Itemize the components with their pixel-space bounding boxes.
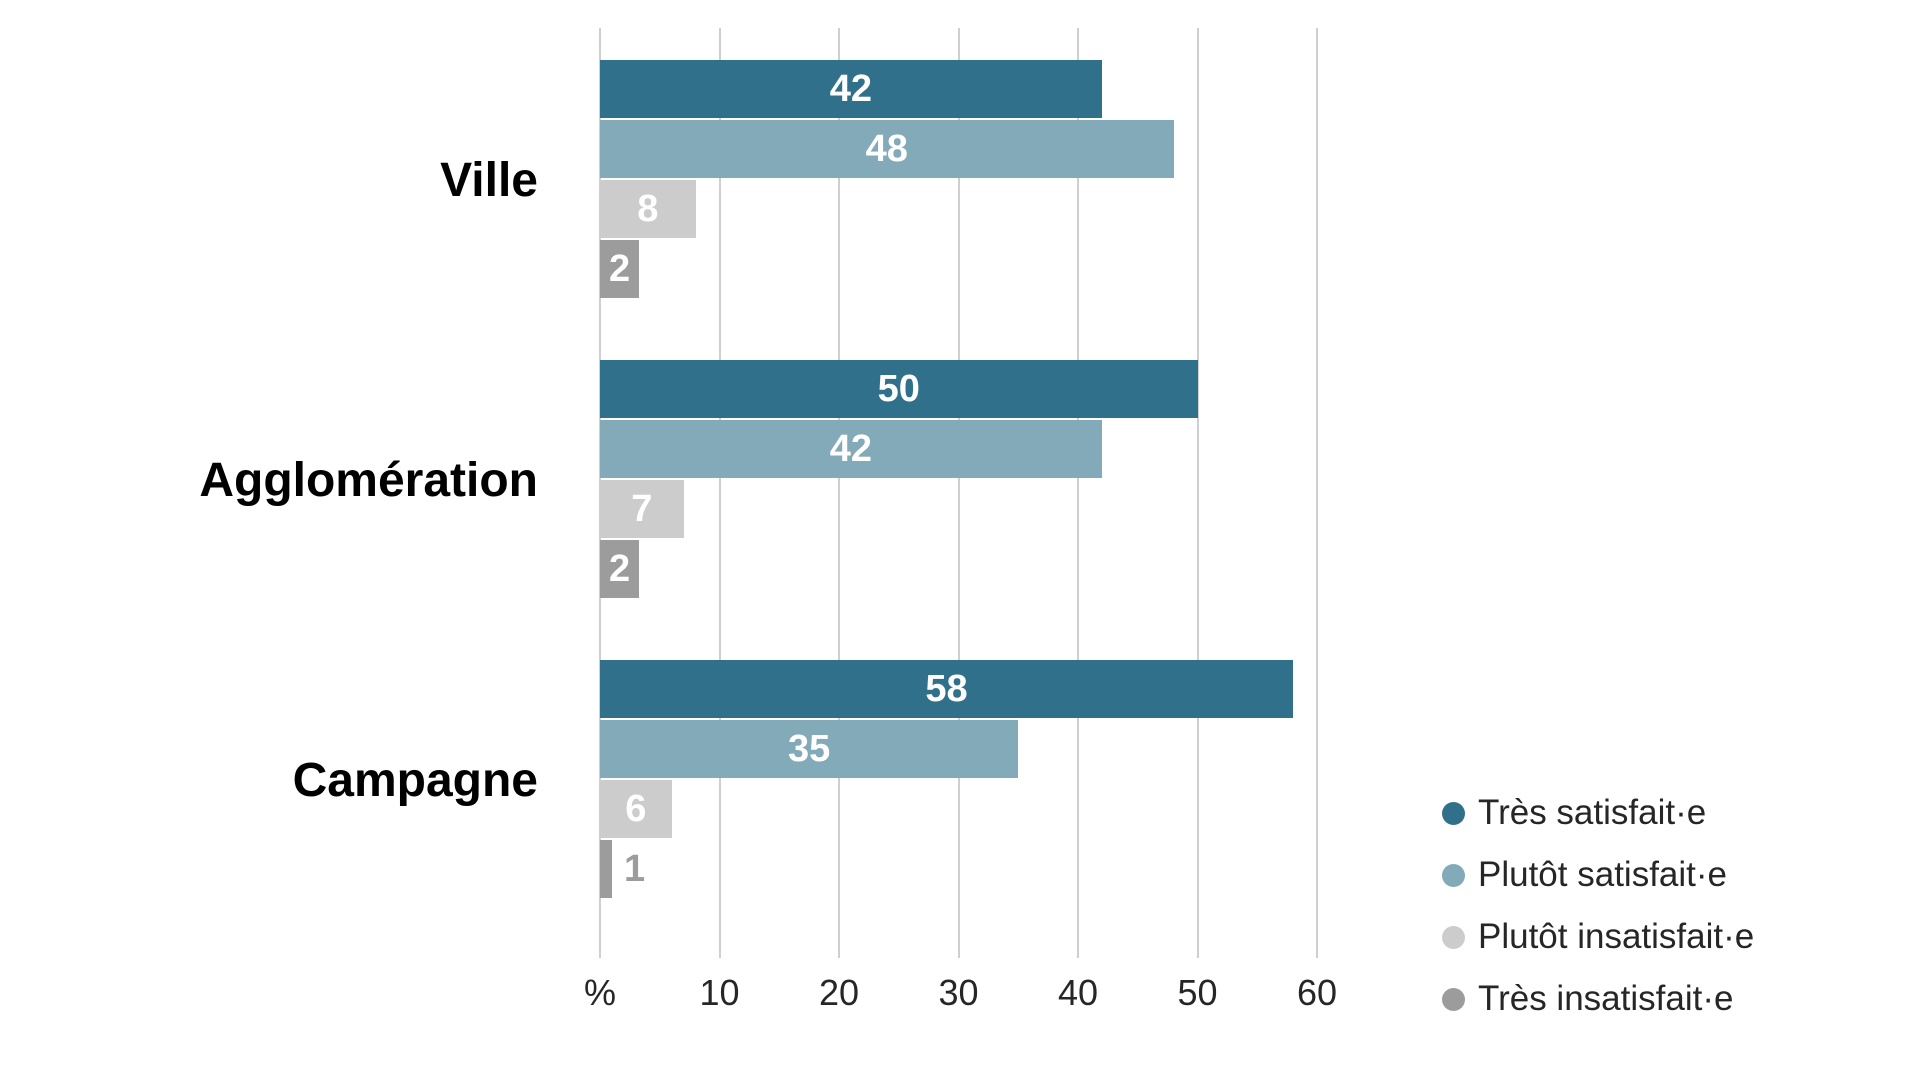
- category-label: Campagne: [292, 753, 538, 807]
- gridline: [957, 28, 960, 958]
- bar: 58: [600, 660, 1294, 718]
- legend-dot-icon: [1442, 863, 1465, 887]
- legend-dot-icon: [1442, 925, 1465, 949]
- bar: 7: [600, 480, 684, 538]
- legend-item: Plutôt satisfait·e: [1442, 844, 1754, 906]
- bar-value-label: 50: [877, 368, 920, 410]
- bar-value-label: 35: [787, 728, 831, 770]
- bar-value-label: 2: [600, 240, 640, 298]
- bar: 42: [600, 420, 1102, 478]
- bar-value-label: 42: [829, 68, 873, 110]
- bar: 2: [600, 540, 640, 598]
- bar: 50: [600, 360, 1198, 418]
- legend-item: Plutôt insatisfait·e: [1442, 906, 1754, 968]
- legend-label: Plutôt satisfait·e: [1478, 855, 1727, 894]
- x-axis-tick: 10: [699, 972, 740, 1013]
- x-axis-tick: %: [583, 972, 616, 1013]
- bar: 6: [600, 780, 672, 838]
- bar-value-label: 1: [623, 848, 646, 890]
- x-axis-tick: 20: [818, 972, 860, 1013]
- bar-value-label: 42: [829, 428, 873, 470]
- legend-dot-icon: [1442, 987, 1465, 1011]
- bar-value-label: 58: [925, 668, 968, 710]
- bar: 42: [600, 60, 1102, 118]
- bar: 8: [600, 180, 696, 238]
- x-axis-tick: 30: [938, 972, 979, 1013]
- gridline: [1196, 28, 1199, 958]
- legend-label: Très insatisfait·e: [1478, 979, 1734, 1018]
- bar: 2: [600, 240, 640, 298]
- bar-value-label: 2: [600, 540, 640, 598]
- bar-value-label: 8: [637, 188, 659, 230]
- gridline: [838, 28, 840, 958]
- legend-item: Très insatisfait·e: [1442, 968, 1754, 1030]
- x-axis-tick: 50: [1177, 972, 1218, 1013]
- gridline: [1316, 28, 1318, 958]
- bar: 35: [600, 720, 1019, 778]
- category-label: Ville: [440, 153, 538, 207]
- legend-label: Très satisfait·e: [1478, 793, 1707, 832]
- legend-item: Très satisfait·e: [1442, 782, 1754, 844]
- bar: 1: [600, 840, 645, 898]
- gridline: [718, 28, 721, 958]
- legend: Très satisfait·e Plutôt satisfait·e Plutôt…: [1442, 782, 1754, 1030]
- legend-dot-icon: [1442, 801, 1465, 825]
- legend-label: Plutôt insatisfait·e: [1478, 917, 1755, 956]
- x-axis-tick: 60: [1296, 972, 1338, 1013]
- bar-value-label: 6: [625, 788, 647, 830]
- bar: 48: [600, 120, 1174, 178]
- x-axis-tick: 40: [1057, 972, 1099, 1013]
- bar-value-label: 7: [631, 488, 653, 530]
- gridline: [1077, 28, 1079, 958]
- category-label: Agglomération: [199, 453, 538, 507]
- bar-value-label: 48: [865, 128, 908, 170]
